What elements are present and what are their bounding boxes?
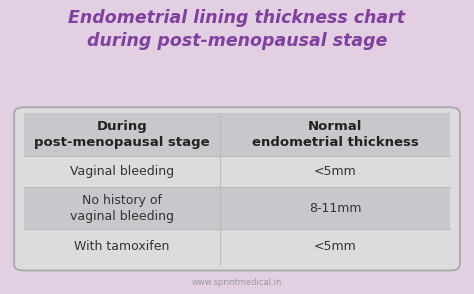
Bar	[24, 113, 450, 156]
Text: With tamoxifen: With tamoxifen	[74, 240, 170, 253]
Text: Vaginal bleeding: Vaginal bleeding	[70, 165, 174, 178]
Bar	[24, 229, 450, 265]
Text: During
post-menopausal stage: During post-menopausal stage	[34, 120, 210, 149]
Text: <5mm: <5mm	[314, 240, 356, 253]
Text: www.sprintmedical.in: www.sprintmedical.in	[192, 278, 282, 287]
Text: 8-11mm: 8-11mm	[309, 202, 361, 215]
Bar	[24, 187, 450, 229]
Text: Normal
endometrial thickness: Normal endometrial thickness	[252, 120, 419, 149]
FancyBboxPatch shape	[14, 107, 460, 270]
Bar	[24, 156, 450, 187]
Text: Endometrial lining thickness chart
during post-menopausal stage: Endometrial lining thickness chart durin…	[69, 9, 405, 50]
Text: <5mm: <5mm	[314, 165, 356, 178]
Text: No history of
vaginal bleeding: No history of vaginal bleeding	[70, 194, 174, 223]
